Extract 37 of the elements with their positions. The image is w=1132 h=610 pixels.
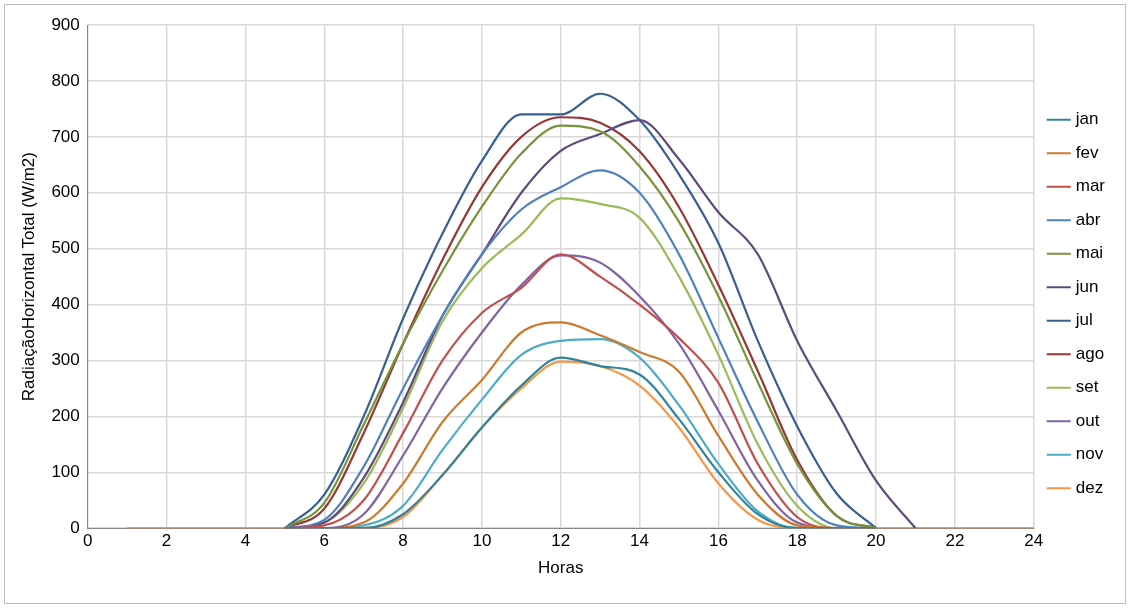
y-tick-label: 300 [51, 350, 80, 370]
x-tick-label: 24 [1024, 531, 1044, 551]
legend-label: dez [1075, 477, 1104, 497]
x-axis-title: Horas [538, 558, 584, 578]
x-tick-label: 18 [787, 531, 807, 551]
legend-label: nov [1075, 444, 1104, 464]
legend-label: out [1075, 410, 1100, 430]
legend-label: jul [1074, 310, 1093, 330]
x-tick-label: 12 [551, 531, 571, 551]
y-tick-label: 900 [51, 14, 80, 34]
y-tick-label: 800 [51, 70, 80, 90]
x-tick-label: 0 [83, 531, 93, 551]
legend-label: fev [1075, 142, 1099, 162]
x-tick-label: 8 [398, 531, 408, 551]
x-tick-label: 20 [866, 531, 886, 551]
x-tick-label: 2 [161, 531, 172, 551]
legend-label: set [1075, 377, 1099, 397]
x-tick-label: 16 [708, 531, 728, 551]
x-tick-label: 22 [945, 531, 965, 551]
y-tick-label: 700 [51, 126, 80, 146]
y-tick-label: 100 [51, 461, 80, 481]
x-tick-label: 10 [472, 531, 492, 551]
y-tick-label: 200 [51, 406, 80, 426]
x-tick-label: 14 [630, 531, 650, 551]
y-tick-label: 400 [51, 294, 80, 314]
y-tick-label: 0 [70, 517, 80, 537]
x-tick-label: 6 [319, 531, 329, 551]
legend-label: ago [1075, 343, 1105, 363]
y-tick-label: 600 [51, 182, 80, 202]
x-tick-label: 4 [240, 531, 251, 551]
y-tick-label: 500 [51, 238, 80, 258]
legend-label: mar [1075, 176, 1106, 196]
legend-label: abr [1075, 209, 1101, 229]
y-axis-title: RadiaçãoHorizontal Total (W/m2) [18, 152, 38, 402]
legend-label: jan [1074, 109, 1099, 129]
legend-label: jun [1074, 276, 1099, 296]
legend-label: mai [1075, 243, 1104, 263]
